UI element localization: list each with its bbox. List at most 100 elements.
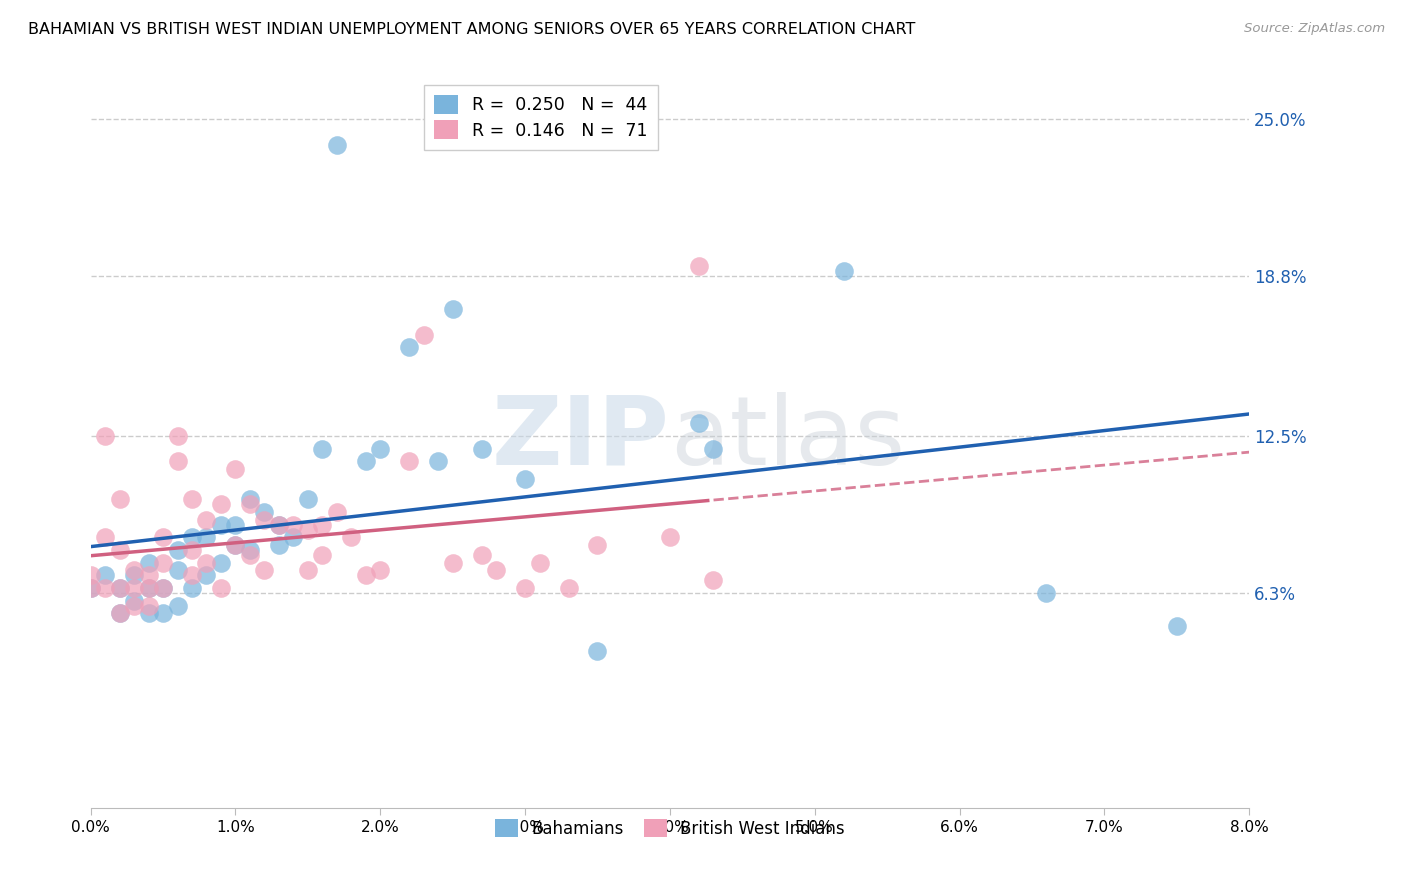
Point [138, 599, 160, 613]
Point [166, 454, 188, 468]
Point [832, 264, 855, 278]
Point [224, 538, 246, 552]
Point [138, 581, 160, 595]
Point [267, 517, 290, 532]
Point [471, 548, 494, 562]
Point [586, 538, 609, 552]
Point [658, 530, 681, 544]
Point [267, 517, 290, 532]
Point [513, 472, 536, 486]
Point [181, 492, 204, 507]
Point [181, 543, 204, 558]
Point [688, 417, 710, 431]
Point [586, 644, 609, 658]
Point [529, 556, 551, 570]
Point [108, 607, 131, 621]
Point [108, 543, 131, 558]
Point [297, 492, 319, 507]
Point [688, 259, 710, 273]
Point [122, 563, 145, 577]
Point [253, 505, 276, 519]
Point [108, 607, 131, 621]
Point [427, 454, 450, 468]
Point [368, 442, 391, 456]
Point [485, 563, 508, 577]
Point [557, 581, 579, 595]
Point [441, 302, 464, 317]
Point [152, 530, 174, 544]
Point [108, 492, 131, 507]
Point [152, 607, 174, 621]
Point [122, 568, 145, 582]
Point [354, 454, 377, 468]
Point [267, 538, 290, 552]
Point [209, 517, 232, 532]
Point [513, 581, 536, 595]
Point [79, 568, 101, 582]
Point [94, 429, 117, 443]
Point [195, 512, 218, 526]
Point [209, 556, 232, 570]
Point [326, 137, 349, 152]
Point [340, 530, 363, 544]
Point [224, 517, 246, 532]
Point [94, 581, 117, 595]
Point [283, 517, 305, 532]
Point [181, 581, 204, 595]
Point [311, 517, 333, 532]
Point [79, 581, 101, 595]
Point [138, 568, 160, 582]
Point [166, 429, 188, 443]
Point [209, 581, 232, 595]
Point [702, 442, 724, 456]
Text: BAHAMIAN VS BRITISH WEST INDIAN UNEMPLOYMENT AMONG SENIORS OVER 65 YEARS CORRELA: BAHAMIAN VS BRITISH WEST INDIAN UNEMPLOY… [28, 22, 915, 37]
Point [195, 568, 218, 582]
Point [326, 505, 349, 519]
Point [368, 563, 391, 577]
Point [181, 568, 204, 582]
Point [224, 462, 246, 476]
Point [152, 581, 174, 595]
Point [311, 442, 333, 456]
Point [398, 340, 420, 354]
Point [138, 556, 160, 570]
Point [79, 581, 101, 595]
Point [283, 530, 305, 544]
Point [1035, 586, 1057, 600]
Point [195, 556, 218, 570]
Point [152, 556, 174, 570]
Point [122, 599, 145, 613]
Point [702, 574, 724, 588]
Point [122, 593, 145, 607]
Point [311, 548, 333, 562]
Point [138, 607, 160, 621]
Text: Source: ZipAtlas.com: Source: ZipAtlas.com [1244, 22, 1385, 36]
Point [297, 563, 319, 577]
Point [152, 581, 174, 595]
Point [138, 581, 160, 595]
Point [108, 581, 131, 595]
Point [108, 581, 131, 595]
Point [195, 530, 218, 544]
Point [181, 530, 204, 544]
Point [239, 548, 262, 562]
Point [253, 563, 276, 577]
Point [94, 568, 117, 582]
Legend: Bahamians, British West Indians: Bahamians, British West Indians [488, 813, 852, 845]
Point [166, 543, 188, 558]
Point [412, 327, 434, 342]
Point [239, 492, 262, 507]
Text: atlas: atlas [669, 392, 905, 485]
Point [441, 556, 464, 570]
Point [122, 581, 145, 595]
Point [354, 568, 377, 582]
Point [94, 530, 117, 544]
Point [398, 454, 420, 468]
Point [166, 563, 188, 577]
Point [166, 599, 188, 613]
Point [224, 538, 246, 552]
Text: ZIP: ZIP [492, 392, 669, 485]
Point [253, 512, 276, 526]
Point [239, 543, 262, 558]
Point [209, 497, 232, 511]
